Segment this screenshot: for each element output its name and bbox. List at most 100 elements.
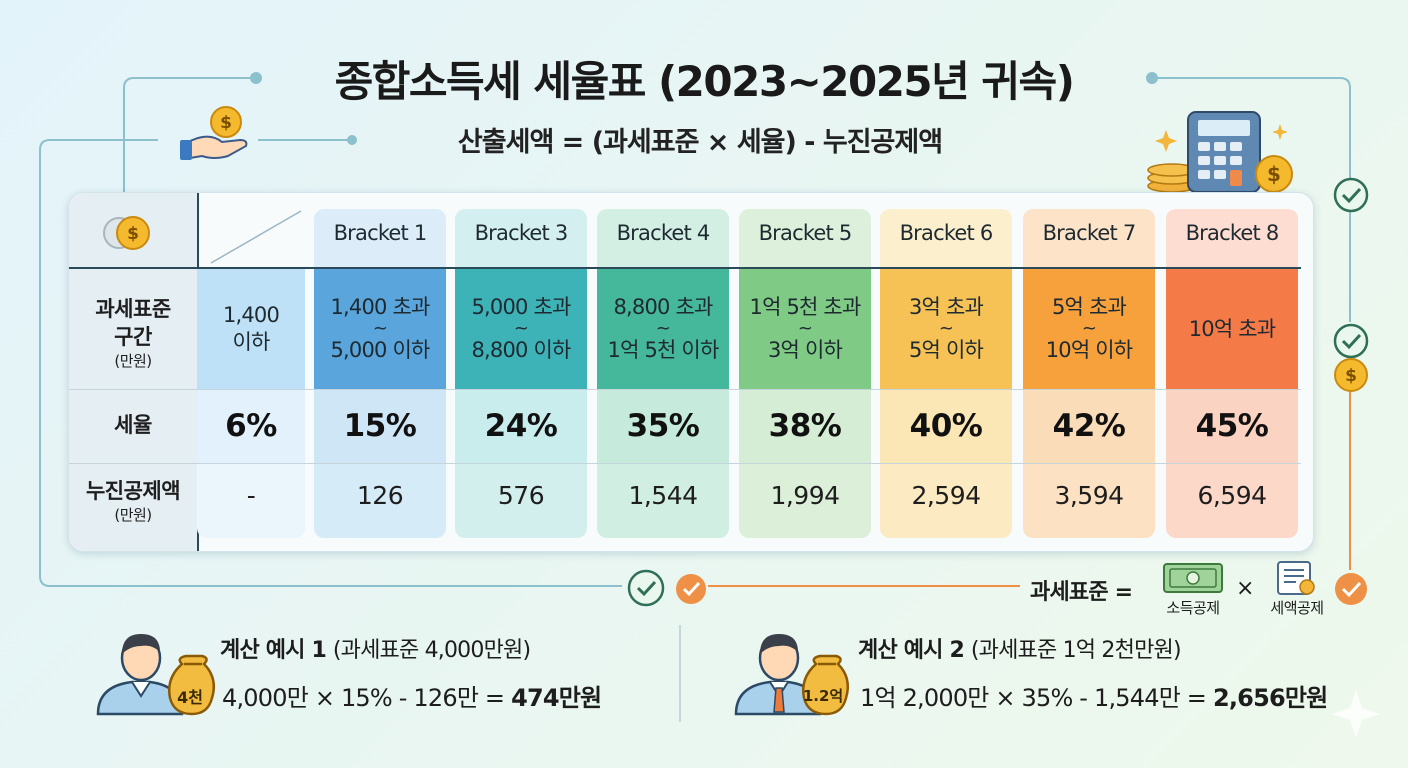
bracket-range: 10억 초과 (1166, 269, 1298, 389)
bracket-rate: 6% (197, 390, 305, 463)
bracket-header: Bracket 7 (1023, 209, 1155, 267)
example-1-heading: 계산 예시 1 (220, 638, 327, 663)
bracket-column: Bracket 8 10억 초과 45% 6,594 (1166, 193, 1298, 551)
example-2-result: 2,656만원 (1212, 684, 1328, 712)
bracket-range-upper: 이하 (232, 330, 270, 354)
page-title: 종합소득세 세율표 (2023~2025년 귀속) (334, 57, 1075, 106)
bracket-rate: 40% (880, 390, 1012, 463)
income-deduction-label: 소득공제 (1166, 599, 1220, 617)
svg-text:$: $ (1267, 162, 1281, 186)
bracket-column: 1,400 이하 6% - (197, 193, 305, 551)
tax-rate-table: $ 과세표준 구간 (만원) 세율 누진공제액 (만원) 1,400 이하 6% - B… (68, 192, 1314, 552)
range-row-label-main: 과세표준 구간 (95, 297, 171, 349)
bracket-range-lower: 1억 5천 초과 (749, 295, 862, 319)
bracket-range-lower: 3억 초과 (909, 295, 984, 319)
range-tilde: ~ (513, 318, 529, 339)
example-1-calculation: 4,000만 × 15% - 126만 = 474만원 (222, 678, 602, 713)
person-icon (734, 634, 849, 716)
bracket-header: Bracket 6 (880, 209, 1012, 267)
range-tilde: ~ (797, 318, 813, 339)
coin-icon: $ (103, 216, 150, 250)
bracket-deduction: - (197, 464, 305, 538)
bracket-range: 3억 초과 ~5억 이하 (880, 269, 1012, 389)
banknote-icon (1163, 563, 1223, 593)
deduction-row-label-main: 누진공제액 (85, 479, 181, 503)
deduction-row-label: 누진공제액 (만원) (69, 477, 197, 525)
tax-credit-label: 세액공제 (1270, 599, 1324, 617)
bracket-rate: 35% (597, 390, 729, 463)
example-2-calculation: 1억 2,000만 × 35% - 1,544만 = 2,656만원 (860, 678, 1328, 713)
bracket-range-lower: 8,800 초과 (613, 295, 713, 319)
example-1-title: 계산 예시 1 (과세표준 4,000만원) (220, 632, 531, 664)
bracket-range-upper: 5억 이하 (909, 338, 984, 362)
tax-formula: 산출세액 = (과세표준 × 세율) - 누진공제액 (457, 127, 943, 158)
bracket-header: Bracket 4 (597, 209, 729, 267)
range-tilde: ~ (372, 318, 388, 339)
bracket-deduction: 6,594 (1166, 464, 1298, 538)
example-2-subtitle: (과세표준 1억 2천만원) (970, 638, 1182, 663)
bracket-rate: 24% (455, 390, 587, 463)
bracket-rate: 42% (1023, 390, 1155, 463)
calculator-icon: $ (1147, 111, 1293, 193)
money-bag-label: 4천 (177, 688, 203, 707)
bracket-range-lower: 5억 초과 (1052, 295, 1127, 319)
range-row-label: 과세표준 구간 (만원) (69, 295, 197, 371)
bracket-header: Bracket 8 (1166, 209, 1298, 267)
check-icon (627, 569, 665, 607)
bracket-column: Bracket 3 5,000 초과 ~8,800 이하 24% 576 (455, 193, 587, 551)
example-2-heading: 계산 예시 2 (858, 638, 965, 663)
range-tilde: ~ (938, 318, 954, 339)
bracket-deduction: 2,594 (880, 464, 1012, 538)
range-row-label-unit: (만원) (114, 352, 152, 370)
svg-text:$: $ (127, 224, 139, 244)
bracket-range: 5,000 초과 ~8,800 이하 (455, 269, 587, 389)
example-1-result: 474만원 (511, 684, 602, 712)
bracket-range-upper: 1억 5천 이하 (607, 338, 720, 362)
rate-row-label: 세율 (114, 413, 152, 437)
bracket-rate: 45% (1166, 390, 1298, 463)
bracket-deduction: 1,994 (739, 464, 871, 538)
bracket-column: Bracket 1 1,400 초과 ~5,000 이하 15% 126 (314, 193, 446, 551)
tax-base-label: 과세표준 = (1030, 580, 1133, 605)
check-icon (1335, 573, 1367, 605)
bracket-rate: 38% (739, 390, 871, 463)
check-icon (1333, 177, 1369, 213)
range-tilde: ~ (1081, 318, 1097, 339)
example-2-expression: 1억 2,000만 × 35% - 1,544만 = (860, 684, 1213, 712)
range-tilde: ~ (655, 318, 671, 339)
bracket-range-lower: 5,000 초과 (471, 295, 571, 319)
bracket-range-lower: 1,400 (222, 303, 280, 327)
bracket-range-upper: 10억 이하 (1045, 338, 1133, 362)
bracket-rate: 15% (314, 390, 446, 463)
bracket-deduction: 3,594 (1023, 464, 1155, 538)
bracket-deduction: 576 (455, 464, 587, 538)
bracket-column: Bracket 4 8,800 초과 ~1억 5천 이하 35% 1,544 (597, 193, 729, 551)
money-bag-label: 1.2억 (802, 687, 844, 705)
bracket-column: Bracket 6 3억 초과 ~5억 이하 40% 2,594 (880, 193, 1012, 551)
times-sign: × (1236, 576, 1254, 601)
bracket-range: 1,400 초과 ~5,000 이하 (314, 269, 446, 389)
bracket-deduction: 1,544 (597, 464, 729, 538)
bracket-range-lower: 10억 초과 (1188, 316, 1276, 341)
check-icon (1333, 323, 1369, 359)
example-1-expression: 4,000만 × 15% - 126만 = (222, 684, 512, 712)
row-label-column (69, 193, 199, 551)
bracket-column: Bracket 5 1억 5천 초과 ~3억 이하 38% 1,994 (739, 193, 871, 551)
deduction-row-label-unit: (만원) (114, 506, 152, 524)
receipt-icon (1277, 561, 1315, 595)
bracket-range-upper: 8,800 이하 (471, 338, 571, 362)
bracket-header: Bracket 3 (455, 209, 587, 267)
bracket-range: 5억 초과 ~10억 이하 (1023, 269, 1155, 389)
bracket-header: Bracket 1 (314, 209, 446, 267)
bracket-range-lower: 1,400 초과 (330, 295, 430, 319)
bracket-range-upper: 5,000 이하 (330, 338, 430, 362)
bracket-header: Bracket 5 (739, 209, 871, 267)
bracket-range: 1,400 이하 (197, 269, 305, 389)
bracket-range: 1억 5천 초과 ~3억 이하 (739, 269, 871, 389)
bracket-range-upper: 3억 이하 (768, 338, 843, 362)
svg-text:$: $ (220, 113, 232, 133)
example-2-title: 계산 예시 2 (과세표준 1억 2천만원) (858, 632, 1182, 664)
bracket-deduction: 126 (314, 464, 446, 538)
check-icon (676, 574, 706, 604)
